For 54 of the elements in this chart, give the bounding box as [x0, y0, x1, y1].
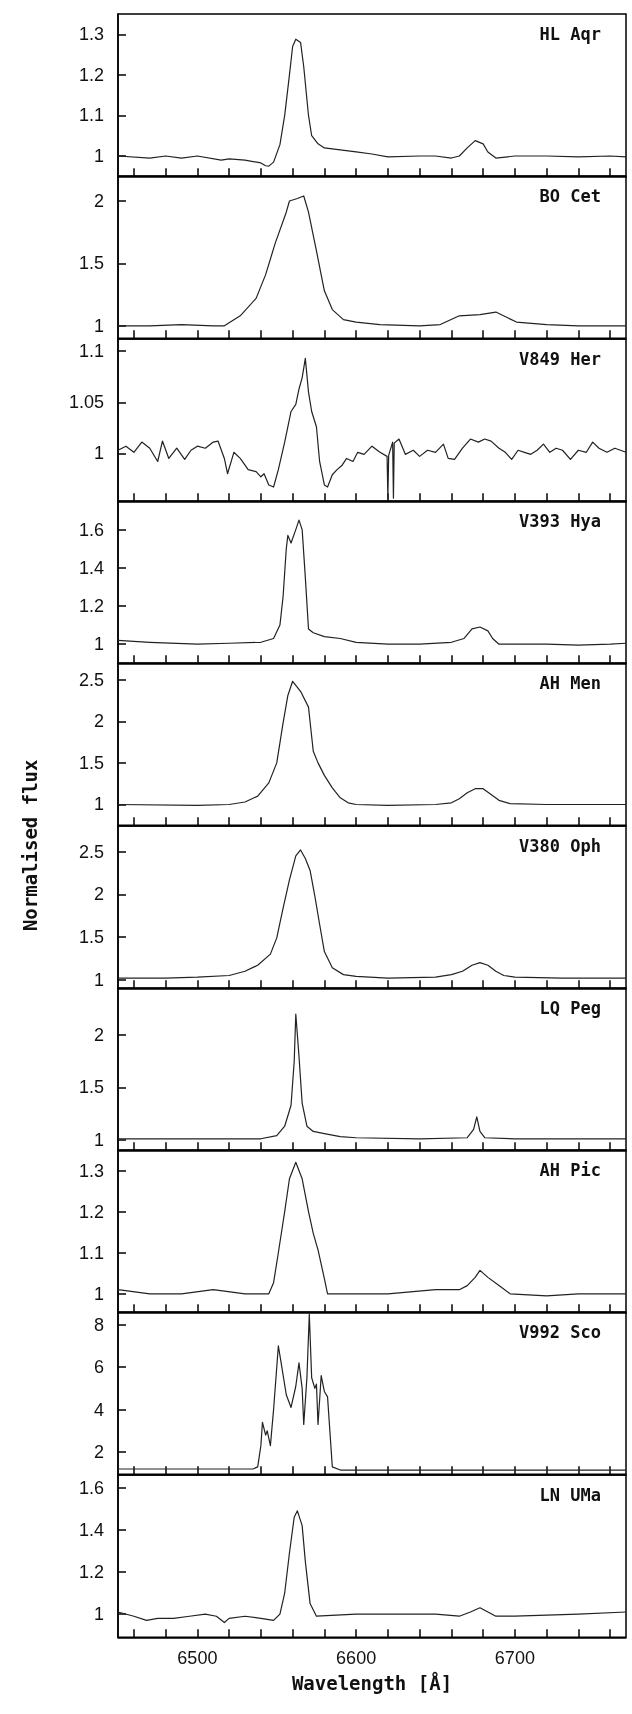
y-tick-label: 1.6 [78, 519, 104, 540]
y-tick-label: 1 [93, 1603, 104, 1624]
line-series [117, 1509, 627, 1623]
y-tick-label: 2 [93, 1024, 104, 1045]
text: AH Men [539, 672, 602, 693]
y-tick-label: 1.4 [78, 1519, 104, 1540]
y-tick-label: 1.1 [78, 105, 104, 126]
y-tick-label: 1.2 [78, 1561, 104, 1582]
y-tick-label: 1.5 [78, 753, 104, 774]
line-series [117, 1161, 627, 1297]
y-tick-label: 2.5 [78, 841, 104, 862]
text: BO Cet [539, 185, 602, 206]
y-tick-label: 4 [93, 1399, 104, 1420]
text: V393 Hya [519, 510, 602, 531]
y-tick-label: 1.4 [78, 557, 104, 578]
y-tick-label: 1 [93, 1129, 104, 1150]
y-tick-label: 1 [93, 1283, 104, 1304]
text: LN UMa [539, 1484, 602, 1505]
y-tick-label: 1 [93, 442, 104, 463]
y-tick-label: 2 [93, 1442, 104, 1463]
y-tick-label: 1.5 [78, 1077, 104, 1098]
y-axis-title: Normalised flux [19, 759, 41, 932]
text: LQ Peg [539, 997, 602, 1018]
y-tick-label: 1 [93, 316, 104, 337]
y-tick-label: 1.05 [68, 391, 104, 412]
x-tick-label: 6600 [336, 1647, 377, 1668]
y-tick-label: 2 [93, 883, 104, 904]
y-tick-label: 2 [93, 191, 104, 212]
y-tick-label: 1.2 [78, 1201, 104, 1222]
text: V849 Her [519, 348, 602, 369]
text: V992 Sco [519, 1321, 602, 1342]
y-tick-label: 1 [93, 794, 104, 815]
y-tick-label: 1.5 [78, 926, 104, 947]
y-tick-label: 2 [93, 711, 104, 732]
y-tick-label: 1.3 [78, 1160, 104, 1181]
y-tick-label: 1 [93, 146, 104, 167]
text: V380 Oph [519, 835, 602, 855]
y-tick-label: 1.2 [78, 64, 104, 85]
y-tick-label: 6 [93, 1357, 104, 1378]
y-tick-label: 1.5 [78, 253, 104, 274]
y-tick-label: 8 [93, 1315, 104, 1336]
y-tick-label: 1.3 [78, 24, 104, 45]
x-axis-title: Wavelength [Å] [291, 1670, 453, 1694]
y-tick-label: 2.5 [78, 669, 104, 690]
y-tick-label: 1 [93, 634, 104, 655]
text: HL Aqr [539, 23, 602, 44]
x-tick-label: 6700 [494, 1647, 535, 1668]
x-tick-label: 6500 [177, 1647, 218, 1668]
y-tick-label: 1.2 [78, 595, 104, 616]
y-tick-label: 1.1 [78, 1242, 104, 1263]
y-tick-label: 1.6 [78, 1477, 104, 1498]
y-tick-label: 1 [93, 969, 104, 990]
y-tick-label: 1.1 [78, 340, 104, 361]
text: AH Pic [539, 1159, 602, 1180]
